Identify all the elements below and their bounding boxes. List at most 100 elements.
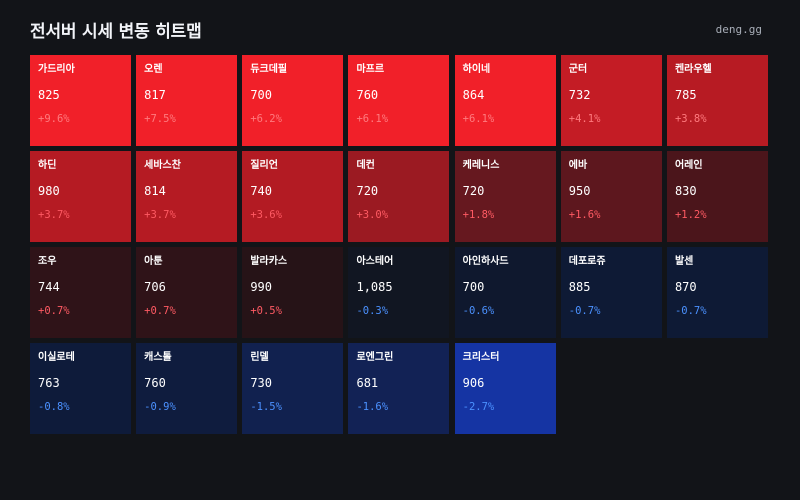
server-cell[interactable]: 아인하사드 700 -0.6% — [454, 247, 556, 338]
server-price: 990 — [250, 280, 272, 294]
server-change: +3.7% — [38, 209, 70, 221]
server-cell[interactable]: 린델 730 -1.5% — [242, 343, 344, 434]
server-name: 질리언 — [250, 160, 278, 171]
server-name: 에바 — [568, 160, 588, 171]
server-change: -0.7% — [568, 305, 601, 317]
server-cell[interactable]: 아스테어 1,085 -0.3% — [348, 247, 450, 338]
server-name: 아툰 — [144, 256, 163, 267]
server-price: 732 — [568, 88, 591, 102]
server-change: +0.7% — [144, 305, 176, 317]
server-price: 1,085 — [356, 280, 393, 294]
server-cell[interactable]: 데포로쥬 885 -0.7% — [560, 247, 662, 338]
server-price: 870 — [674, 280, 697, 294]
page-title: 전서버 시세 변동 히트맵 — [30, 21, 202, 42]
header: 전서버 시세 변동 히트맵 deng.gg — [30, 16, 762, 42]
server-cell[interactable]: 이실로테 763 -0.8% — [30, 343, 131, 434]
server-name: 켄라우헬 — [674, 64, 712, 75]
server-price: 814 — [144, 184, 166, 198]
server-name: 마프르 — [356, 64, 385, 75]
server-price: 950 — [568, 184, 591, 198]
server-change: -1.6% — [356, 401, 389, 413]
server-cell[interactable]: 세바스찬 814 +3.7% — [136, 151, 238, 242]
server-name: 발센 — [674, 256, 694, 267]
server-price: 760 — [144, 376, 166, 390]
server-cell[interactable]: 아툰 706 +0.7% — [136, 247, 238, 338]
server-change: -1.5% — [250, 401, 282, 413]
server-cell[interactable]: 조우 744 +0.7% — [30, 247, 131, 338]
server-name: 하이네 — [462, 64, 491, 75]
server-name: 어레인 — [674, 160, 703, 171]
server-cell[interactable]: 케레니스 720 +1.8% — [454, 151, 556, 242]
server-name: 가드리아 — [38, 64, 75, 75]
server-change: +0.5% — [250, 305, 282, 317]
server-change: +3.6% — [250, 209, 282, 221]
server-price: 906 — [462, 376, 485, 390]
server-cell[interactable]: 오렌 817 +7.5% — [136, 55, 238, 146]
server-change: +1.8% — [462, 209, 495, 221]
server-change: -0.8% — [38, 401, 70, 413]
server-price: 730 — [250, 376, 272, 390]
server-name: 데포로쥬 — [568, 256, 606, 267]
server-change: +3.0% — [356, 209, 389, 221]
server-cell[interactable]: 듀크데필 700 +6.2% — [242, 55, 344, 146]
server-name: 조우 — [38, 256, 57, 267]
server-change: -0.6% — [462, 305, 495, 317]
server-name: 오렌 — [144, 64, 163, 75]
server-change: +6.1% — [462, 113, 495, 125]
server-change: +6.1% — [356, 113, 389, 125]
server-price: 744 — [38, 280, 60, 294]
server-change: -0.9% — [144, 401, 176, 413]
server-cell[interactable]: 하딘 980 +3.7% — [30, 151, 131, 242]
server-price: 700 — [250, 88, 272, 102]
server-cell[interactable]: 에바 950 +1.6% — [560, 151, 662, 242]
server-name: 세바스찬 — [144, 160, 181, 171]
server-price: 817 — [144, 88, 166, 102]
server-change: +3.7% — [144, 209, 176, 221]
server-price: 700 — [462, 280, 485, 294]
server-cell[interactable]: 질리언 740 +3.6% — [242, 151, 344, 242]
server-change: +9.6% — [38, 113, 70, 125]
server-cell[interactable]: 하이네 864 +6.1% — [454, 55, 556, 146]
server-change: +6.2% — [250, 113, 282, 125]
server-name: 하딘 — [38, 160, 57, 171]
server-price: 864 — [462, 88, 485, 102]
server-price-heatmap: 가드리아 825 +9.6% 오렌 817 +7.5% 듀크데필 700 +6.2% 마프르 760… — [30, 55, 768, 435]
server-price: 785 — [674, 88, 697, 102]
server-name: 군터 — [568, 64, 588, 75]
server-cell[interactable]: 어레인 830 +1.2% — [666, 151, 768, 242]
server-cell[interactable]: 로엔그린 681 -1.6% — [348, 343, 450, 434]
brand-link[interactable]: deng.gg — [715, 22, 762, 36]
server-change: +1.2% — [674, 209, 707, 221]
server-name: 케레니스 — [462, 160, 500, 171]
server-price: 825 — [38, 88, 60, 102]
server-cell[interactable]: 마프르 760 +6.1% — [348, 55, 450, 146]
server-cell[interactable]: 가드리아 825 +9.6% — [30, 55, 131, 146]
server-price: 720 — [462, 184, 485, 198]
server-price: 720 — [356, 184, 379, 198]
server-price: 681 — [356, 376, 379, 390]
server-cell[interactable]: 발센 870 -0.7% — [666, 247, 768, 338]
server-cell[interactable]: 발라카스 990 +0.5% — [242, 247, 344, 338]
server-cell[interactable]: 켄라우헬 785 +3.8% — [666, 55, 768, 146]
server-change: +7.5% — [144, 113, 176, 125]
server-name: 크리스터 — [462, 352, 500, 363]
server-cell[interactable]: 데컨 720 +3.0% — [348, 151, 450, 242]
server-price: 830 — [674, 184, 697, 198]
server-change: +1.6% — [568, 209, 601, 221]
server-change: +3.8% — [674, 113, 707, 125]
server-name: 듀크데필 — [250, 64, 288, 75]
server-price: 740 — [250, 184, 272, 198]
server-name: 발라카스 — [250, 256, 288, 267]
server-change: -0.3% — [356, 305, 389, 317]
server-cell[interactable]: 군터 732 +4.1% — [560, 55, 662, 146]
server-name: 아스테어 — [356, 256, 394, 267]
server-name: 아인하사드 — [462, 256, 509, 267]
server-change: -2.7% — [462, 401, 495, 413]
server-change: -0.7% — [674, 305, 707, 317]
server-price: 760 — [356, 88, 379, 102]
server-price: 763 — [38, 376, 60, 390]
server-cell[interactable]: 캐스톨 760 -0.9% — [136, 343, 238, 434]
server-change: +4.1% — [568, 113, 601, 125]
server-cell[interactable]: 크리스터 906 -2.7% — [454, 343, 556, 434]
